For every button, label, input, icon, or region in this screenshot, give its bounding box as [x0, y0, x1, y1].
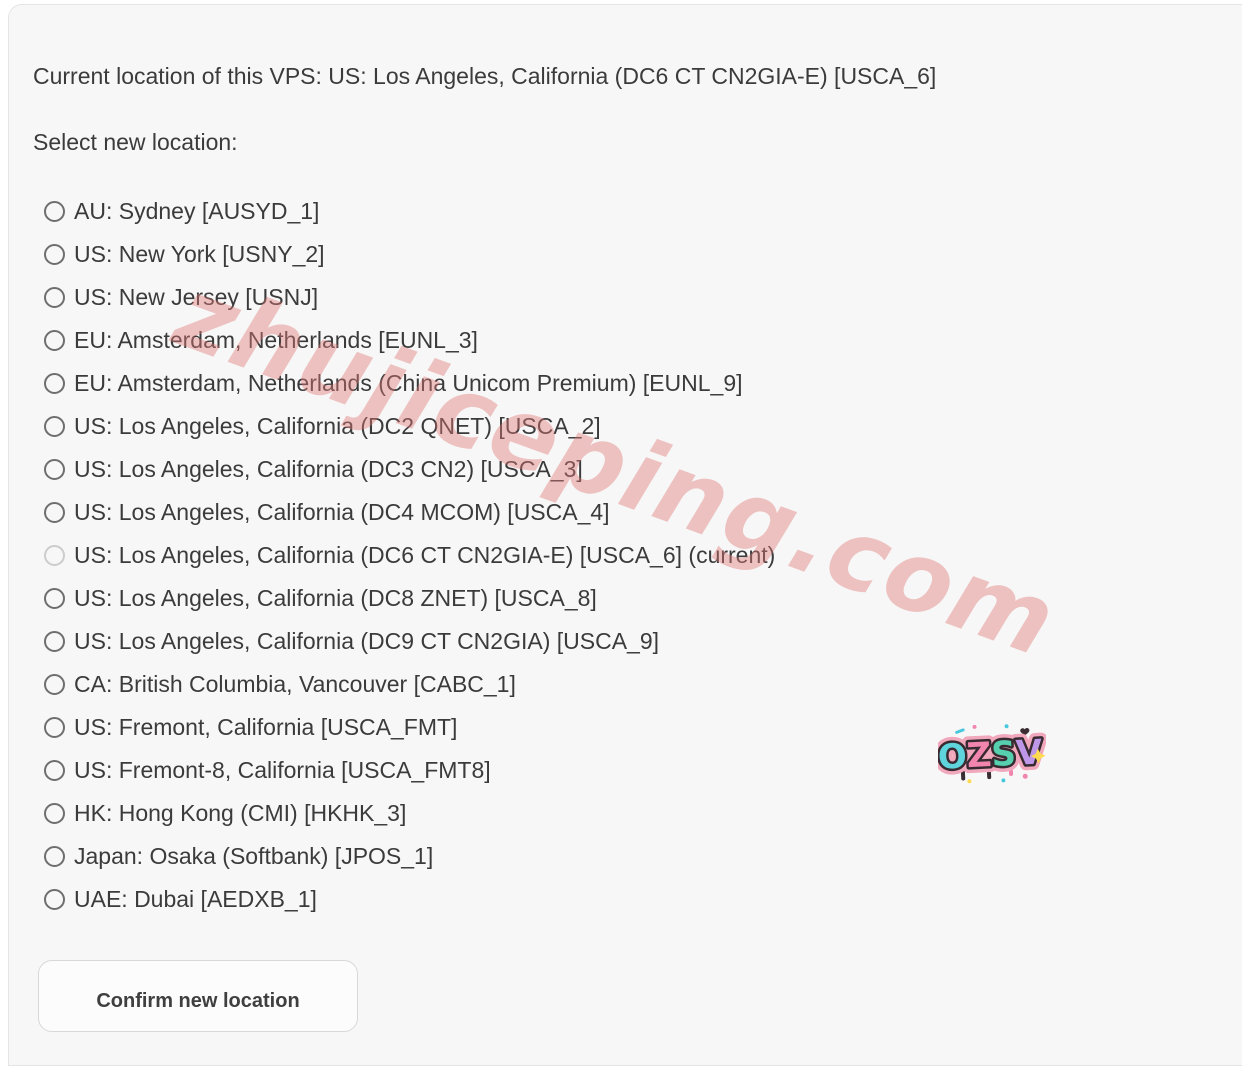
location-option[interactable]: US: Los Angeles, California (DC2 QNET) […	[44, 405, 775, 448]
location-option[interactable]: US: Los Angeles, California (DC8 ZNET) […	[44, 577, 775, 620]
radio-button-icon[interactable]	[44, 244, 65, 265]
location-option[interactable]: CA: British Columbia, Vancouver [CABC_1]	[44, 663, 775, 706]
page-panel	[8, 4, 1242, 1066]
location-label[interactable]: AU: Sydney [AUSYD_1]	[74, 198, 320, 224]
location-option[interactable]: HK: Hong Kong (CMI) [HKHK_3]	[44, 792, 775, 835]
select-location-prompt: Select new location:	[33, 129, 238, 155]
paint-drip	[986, 769, 992, 780]
heart-icon	[1020, 727, 1030, 736]
speckle-dot	[941, 748, 947, 754]
location-option[interactable]: US: Los Angeles, California (DC9 CT CN2G…	[44, 620, 775, 663]
radio-button-icon	[44, 545, 65, 566]
location-label[interactable]: US: Fremont-8, California [USCA_FMT8]	[74, 757, 491, 783]
location-option[interactable]: UAE: Dubai [AEDXB_1]	[44, 878, 775, 921]
location-option[interactable]: US: Los Angeles, California (DC3 CN2) [U…	[44, 448, 775, 491]
radio-button-icon[interactable]	[44, 631, 65, 652]
radio-button-icon[interactable]	[44, 588, 65, 609]
location-option[interactable]: US: New York [USNY_2]	[44, 233, 775, 276]
location-label[interactable]: US: Fremont, California [USCA_FMT]	[74, 714, 458, 740]
speckle-dot	[1039, 738, 1044, 743]
location-option[interactable]: EU: Amsterdam, Netherlands (China Unicom…	[44, 362, 775, 405]
speckle-dash	[955, 728, 965, 734]
location-label[interactable]: US: Los Angeles, California (DC3 CN2) [U…	[74, 456, 583, 482]
speckle-dot	[1001, 778, 1006, 783]
location-option[interactable]: EU: Amsterdam, Netherlands [EUNL_3]	[44, 319, 775, 362]
speckle-dot	[967, 779, 972, 784]
graffiti-sticker: OZSV OZSV	[938, 724, 1046, 784]
location-option[interactable]: US: Fremont, California [USCA_FMT]	[44, 706, 775, 749]
radio-button-icon[interactable]	[44, 373, 65, 394]
radio-button-icon[interactable]	[44, 416, 65, 437]
radio-button-icon[interactable]	[44, 287, 65, 308]
location-label[interactable]: US: Los Angeles, California (DC9 CT CN2G…	[74, 628, 660, 654]
location-label: US: Los Angeles, California (DC6 CT CN2G…	[74, 542, 776, 568]
location-label[interactable]: UAE: Dubai [AEDXB_1]	[74, 886, 317, 912]
location-option[interactable]: US: New Jersey [USNJ]	[44, 276, 775, 319]
radio-button-icon[interactable]	[44, 760, 65, 781]
sticker-word: OZSV	[938, 732, 1044, 777]
radio-button-icon[interactable]	[44, 846, 65, 867]
location-label[interactable]: US: Los Angeles, California (DC8 ZNET) […	[74, 585, 597, 611]
location-label[interactable]: HK: Hong Kong (CMI) [HKHK_3]	[74, 800, 407, 826]
radio-button-icon[interactable]	[44, 717, 65, 738]
radio-button-icon[interactable]	[44, 459, 65, 480]
location-option[interactable]: US: Fremont-8, California [USCA_FMT8]	[44, 749, 775, 792]
current-location-text: Current location of this VPS: US: Los An…	[33, 63, 937, 89]
radio-button-icon[interactable]	[44, 889, 65, 910]
radio-button-icon[interactable]	[44, 674, 65, 695]
radio-button-icon[interactable]	[44, 330, 65, 351]
radio-button-icon[interactable]	[44, 201, 65, 222]
confirm-location-button[interactable]: Confirm new location	[38, 960, 358, 1032]
location-label[interactable]: US: New York [USNY_2]	[74, 241, 325, 267]
location-label[interactable]: Japan: Osaka (Softbank) [JPOS_1]	[74, 843, 434, 869]
migrate-location-form: Current location of this VPS: US: Los An…	[33, 63, 937, 1032]
location-label[interactable]: EU: Amsterdam, Netherlands (China Unicom…	[74, 370, 743, 396]
speckle-dot	[972, 724, 977, 729]
location-label[interactable]: US: New Jersey [USNJ]	[74, 284, 319, 310]
radio-button-icon[interactable]	[44, 803, 65, 824]
location-label[interactable]: US: Los Angeles, California (DC4 MCOM) […	[74, 499, 610, 525]
location-option: US: Los Angeles, California (DC6 CT CN2G…	[44, 534, 775, 577]
speckle-dot	[1004, 724, 1009, 729]
paint-drip	[960, 768, 966, 781]
location-option[interactable]: US: Los Angeles, California (DC4 MCOM) […	[44, 491, 775, 534]
location-label[interactable]: EU: Amsterdam, Netherlands [EUNL_3]	[74, 327, 478, 353]
paint-drip	[1008, 767, 1014, 777]
location-label[interactable]: CA: British Columbia, Vancouver [CABC_1]	[74, 671, 516, 697]
location-option[interactable]: Japan: Osaka (Softbank) [JPOS_1]	[44, 835, 775, 878]
sparkle-icon	[1030, 748, 1046, 764]
speckle-dot	[1022, 773, 1028, 779]
location-label[interactable]: US: Los Angeles, California (DC2 QNET) […	[74, 413, 601, 439]
location-option[interactable]: AU: Sydney [AUSYD_1]	[44, 190, 775, 233]
location-list: AU: Sydney [AUSYD_1] US: New York [USNY_…	[44, 190, 775, 921]
radio-button-icon[interactable]	[44, 502, 65, 523]
